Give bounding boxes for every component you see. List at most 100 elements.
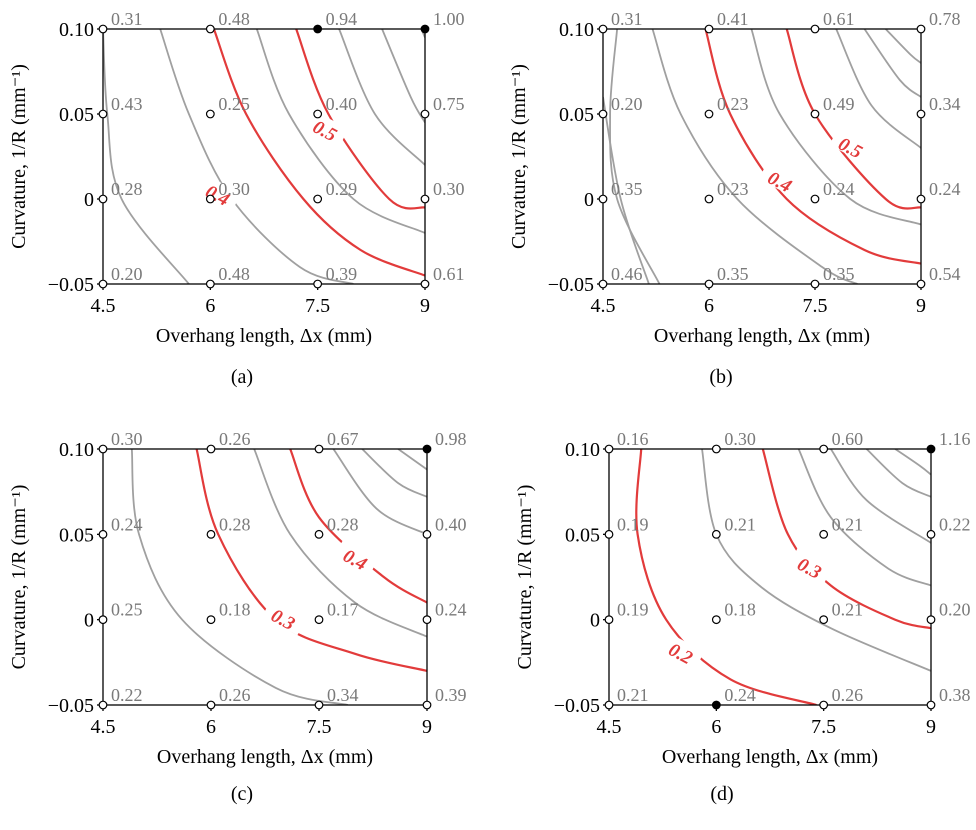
data-point-value: 0.26 <box>832 685 864 705</box>
data-point-value: 0.20 <box>939 600 971 620</box>
y-tick-label: −0.05 <box>48 695 94 717</box>
contour-line-0.75 <box>885 29 921 64</box>
data-point <box>206 444 216 454</box>
contour-line-0.7 <box>863 29 921 98</box>
y-tick-label: 0.10 <box>59 439 94 461</box>
data-point <box>916 279 926 289</box>
contour-label-bg <box>758 161 804 198</box>
data-point-value: 0.39 <box>435 685 467 705</box>
data-point <box>819 444 829 454</box>
data-point-value: 0.23 <box>717 94 749 114</box>
contour-line-0.25 <box>603 96 650 284</box>
data-point <box>206 700 216 710</box>
data-point-value: 0.20 <box>111 264 143 284</box>
data-point-value: 0.26 <box>219 685 251 705</box>
contour-line-0.35 <box>797 449 931 587</box>
data-point-value: 0.19 <box>617 600 649 620</box>
data-point-value: 0.18 <box>219 600 251 620</box>
data-point <box>313 194 323 204</box>
data-point-value: 0.21 <box>617 685 649 705</box>
data-point <box>313 109 323 119</box>
data-point <box>313 279 323 289</box>
y-tick-label: 0.05 <box>559 104 594 126</box>
contour-line-0.45 <box>750 29 921 226</box>
data-point-value: 0.31 <box>111 9 143 29</box>
data-point <box>205 194 215 204</box>
data-point <box>314 529 324 539</box>
data-point-value: 0.21 <box>724 514 756 534</box>
data-point <box>819 529 829 539</box>
y-axis-label: Curvature, 1/R (mm⁻¹) <box>508 64 530 249</box>
contour-line-0.6 <box>835 29 921 149</box>
data-point <box>314 615 324 625</box>
data-point-value: 0.24 <box>435 600 467 620</box>
data-point-value: 0.67 <box>327 429 359 449</box>
data-point <box>704 109 714 119</box>
data-point-value: 0.25 <box>111 600 143 620</box>
data-point <box>819 615 829 625</box>
data-point <box>205 279 215 289</box>
data-point <box>98 194 108 204</box>
data-point <box>819 700 829 710</box>
contour-line-0.6 <box>361 449 427 498</box>
data-point <box>314 444 324 454</box>
data-point-value: 0.35 <box>611 179 643 199</box>
contour-line-0.6 <box>338 29 425 166</box>
contour-label-bg <box>659 632 705 670</box>
data-point-value: 0.23 <box>717 179 749 199</box>
data-point <box>604 444 614 454</box>
y-axis-label: Curvature, 1/R (mm⁻¹) <box>8 485 30 670</box>
contour-label-bg <box>196 174 242 212</box>
data-point <box>206 529 216 539</box>
x-tick-label: 6 <box>205 295 215 317</box>
contour-line-0.5 <box>332 449 427 536</box>
data-point <box>598 109 608 119</box>
contour-line-0.5 <box>865 449 931 498</box>
data-point-value: 0.31 <box>611 9 643 29</box>
data-point <box>98 24 108 34</box>
y-tick-label: 0.05 <box>565 524 600 546</box>
contour-label-bg <box>788 547 834 585</box>
x-tick-label: 6 <box>704 295 714 317</box>
data-point <box>420 279 430 289</box>
data-point-value: 0.24 <box>111 514 143 534</box>
data-point <box>598 194 608 204</box>
data-point-value: 0.18 <box>724 600 756 620</box>
data-point-value: 1.16 <box>939 429 971 449</box>
data-point <box>810 109 820 119</box>
data-point-value: 0.39 <box>326 264 358 284</box>
contour-lines <box>103 29 425 284</box>
data-point-value: 0.40 <box>435 514 467 534</box>
x-axis-label: Overhang length, Δx (mm) <box>157 746 373 768</box>
x-tick-label: 9 <box>926 716 936 738</box>
data-point-value: 0.34 <box>327 685 359 705</box>
data-point <box>810 24 820 34</box>
data-point-value: 1.00 <box>433 9 465 29</box>
x-tick-label: 9 <box>916 295 926 317</box>
data-point <box>604 700 614 710</box>
data-point-value: 0.21 <box>832 600 864 620</box>
data-point <box>420 194 430 204</box>
x-axis-label: Overhang length, Δx (mm) <box>156 325 372 347</box>
x-tick-label: 4.5 <box>591 295 616 317</box>
data-point <box>98 529 108 539</box>
x-tick-label: 4.5 <box>91 716 116 738</box>
data-point <box>98 444 108 454</box>
data-point <box>98 700 108 710</box>
data-point-value: 0.19 <box>617 514 649 534</box>
x-tick-label: 7.5 <box>803 295 828 317</box>
data-point <box>313 24 323 34</box>
data-point-value: 0.29 <box>326 179 358 199</box>
contour-line-0.6 <box>894 449 931 476</box>
data-point <box>422 444 432 454</box>
y-tick-label: 0.10 <box>559 19 594 41</box>
data-point <box>926 529 936 539</box>
contour-label-bg <box>334 539 379 576</box>
x-tick-label: 7.5 <box>305 295 330 317</box>
data-point-value: 0.28 <box>111 179 143 199</box>
contour-line-0.3 <box>609 29 661 284</box>
y-tick-label: 0.10 <box>565 439 600 461</box>
contour-line-0.4 <box>704 29 921 265</box>
